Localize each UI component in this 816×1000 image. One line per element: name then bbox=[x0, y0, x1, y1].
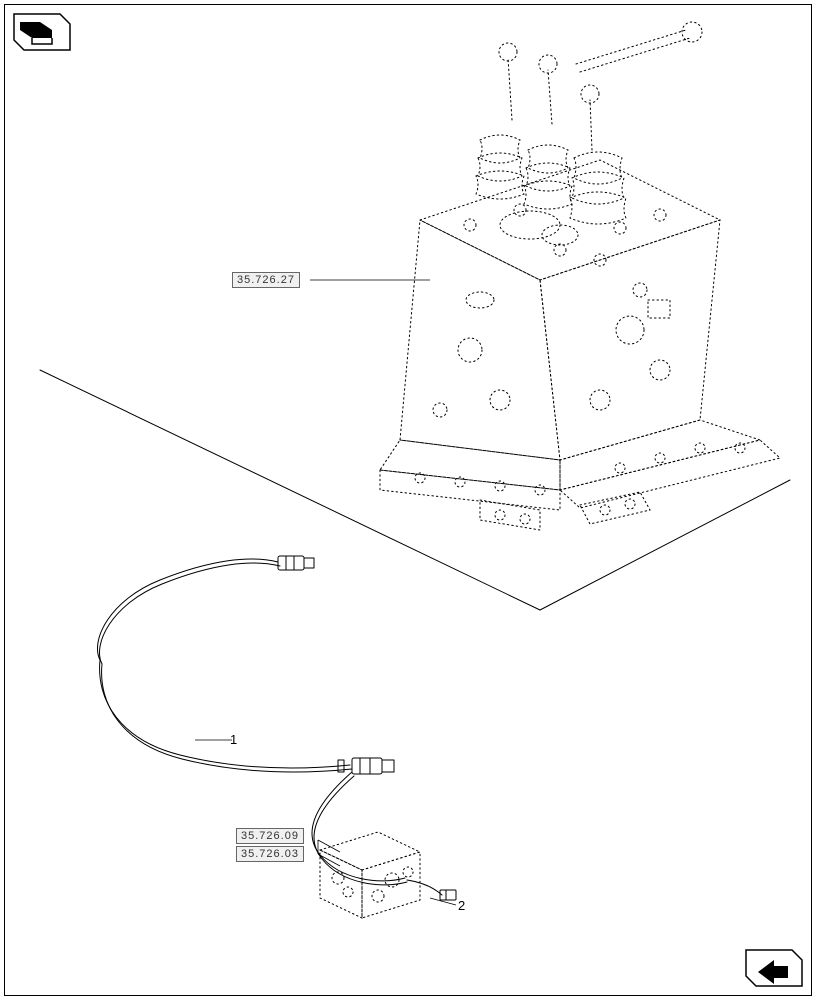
ref-lower-1: 35.726.09 bbox=[236, 828, 304, 844]
ref-lower-2: 35.726.03 bbox=[236, 846, 304, 862]
connector-plug-3 bbox=[407, 880, 456, 900]
ref-upper: 35.726.27 bbox=[232, 272, 300, 288]
detail-expansion-lines bbox=[40, 370, 790, 610]
connector-plug-2 bbox=[338, 758, 394, 774]
callout-1: 1 bbox=[230, 732, 237, 747]
connector-plug-1 bbox=[278, 556, 314, 570]
wire-harness-detail bbox=[98, 556, 457, 918]
callout-2: 2 bbox=[458, 898, 465, 913]
control-tower-assembly bbox=[310, 22, 780, 530]
exploded-diagram: .solid { fill:none; stroke:#000; stroke-… bbox=[0, 0, 816, 1000]
solenoid-block bbox=[320, 832, 420, 918]
